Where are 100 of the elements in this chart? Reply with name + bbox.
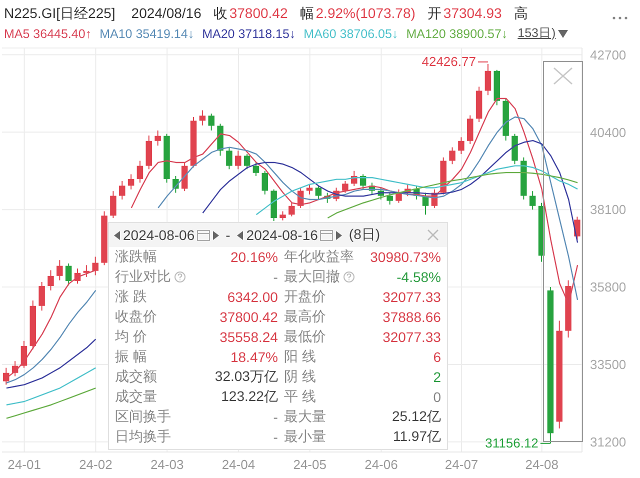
annotation: 最小量 [284, 428, 326, 446]
annotation: 阴 线 [284, 368, 316, 386]
annotation: - [226, 227, 230, 243]
candlestick [136, 160, 144, 184]
annotation: 涨 跌 [115, 288, 147, 306]
annotation: 日均换手 [115, 428, 171, 446]
annotation: 35558.24 [220, 329, 278, 345]
candlestick [467, 114, 474, 144]
candlestick [128, 174, 134, 190]
annotation: 20.16% [230, 249, 278, 265]
x-tick-label: 24-08 [525, 457, 558, 472]
text: MA5 36445.40↑ [4, 26, 92, 40]
annotation: 31156.12 [485, 435, 538, 450]
annotation: 0 [433, 389, 441, 405]
annotation: 行业对比 [115, 268, 171, 286]
candlestick [386, 192, 393, 206]
annotation: 阳 线 [284, 348, 316, 366]
annotation: 最高价 [284, 308, 326, 326]
candlestick [199, 110, 206, 126]
annotation: 最大回撤 [284, 268, 340, 286]
text: MA10 35419.14↓ [100, 26, 194, 40]
annotation: 成交额 [115, 368, 157, 386]
candlestick [449, 146, 456, 165]
annotation: 32.03万亿 [214, 368, 278, 384]
x-tick-label: 24-04 [222, 457, 256, 472]
chart-subtitle: 2024/08/16 [131, 5, 202, 21]
x-tick-label: 24-03 [150, 457, 184, 472]
y-tick-label: 31200 [590, 434, 626, 450]
annotation: 振 幅 [115, 348, 147, 366]
chart-title: N225.GI[日经225] [4, 5, 116, 21]
candlestick [262, 170, 268, 195]
y-tick-label: 33500 [590, 357, 626, 372]
annotation: 42426.77 [422, 54, 476, 69]
text: 收37800.42 [213, 5, 288, 21]
text: MA120 38900.57↓ [406, 26, 508, 40]
y-tick-label: 40400 [590, 124, 626, 140]
text: 153日) [518, 25, 556, 42]
annotation: 区间换手 [115, 408, 171, 426]
annotation: 37888.66 [382, 309, 441, 325]
annotation: 6342.00 [227, 289, 278, 305]
candlestick [342, 180, 348, 194]
annotation: 涨跌幅 [115, 248, 157, 266]
candlestick [110, 190, 116, 219]
annotation: 年化收益率 [284, 248, 354, 266]
annotation: - [273, 409, 278, 425]
candlestick [458, 136, 464, 155]
annotation: 平 线 [284, 388, 316, 406]
annotation: 2024-08-16 [246, 227, 318, 243]
candlestick [226, 146, 232, 170]
candlestick [119, 180, 126, 200]
x-tick-label: 24-01 [8, 457, 41, 472]
text: 幅2.92%(1073.78) [300, 5, 416, 21]
annotation: 2024-08-06 [123, 227, 195, 243]
x-tick-label: 24-06 [364, 457, 398, 472]
candlestick [574, 216, 580, 240]
x-tick-label: 24-02 [79, 457, 112, 472]
annotation: - [273, 269, 278, 285]
candlestick [208, 113, 214, 131]
annotation: -4.58% [396, 269, 441, 285]
annotation: 37800.42 [220, 309, 278, 325]
text: MA20 37118.15↓ [202, 26, 296, 40]
annotation: 32077.33 [382, 329, 441, 345]
annotation: 开盘价 [284, 288, 326, 306]
x-tick-label: 24-05 [293, 457, 326, 472]
annotation: 123.22亿 [221, 388, 278, 404]
x-tick-label: 24-07 [444, 457, 478, 472]
candlestick [252, 162, 260, 176]
y-tick-label: 35800 [590, 280, 626, 295]
candlestick [306, 184, 313, 195]
candlestick [38, 281, 45, 312]
candlestick [529, 190, 536, 210]
candlestick [92, 256, 98, 276]
candlestick [288, 202, 295, 217]
annotation: - [273, 429, 278, 445]
annotation: 18.47% [230, 349, 278, 365]
annotation: (8日) [348, 226, 380, 242]
candlestick [56, 260, 63, 281]
text: 开37304.93 [427, 5, 502, 21]
annotation: 11.97亿 [392, 428, 441, 444]
annotation: 最大量 [284, 408, 326, 426]
annotation: 30980.73% [370, 249, 441, 265]
candlestick [235, 150, 242, 170]
candlestick [315, 186, 322, 200]
annotation: 25.12亿 [392, 408, 441, 424]
candlestick [244, 154, 250, 170]
annotation: 2 [433, 369, 441, 385]
y-tick-label: 38100 [590, 202, 626, 218]
text: 高 [514, 5, 528, 21]
annotation: 均 价 [115, 328, 147, 346]
annotation: 成交量 [115, 388, 157, 406]
annotation: 收盘价 [115, 308, 157, 326]
annotation: 6 [433, 349, 441, 365]
annotation: 最低价 [284, 328, 326, 346]
candlestick [65, 262, 72, 286]
y-tick-label: 42700 [590, 47, 626, 62]
annotation: 32077.33 [382, 289, 441, 305]
candlestick [154, 130, 161, 146]
candlestick [48, 270, 54, 291]
candlestick [280, 210, 286, 221]
text: MA60 38706.05↓ [304, 26, 398, 40]
